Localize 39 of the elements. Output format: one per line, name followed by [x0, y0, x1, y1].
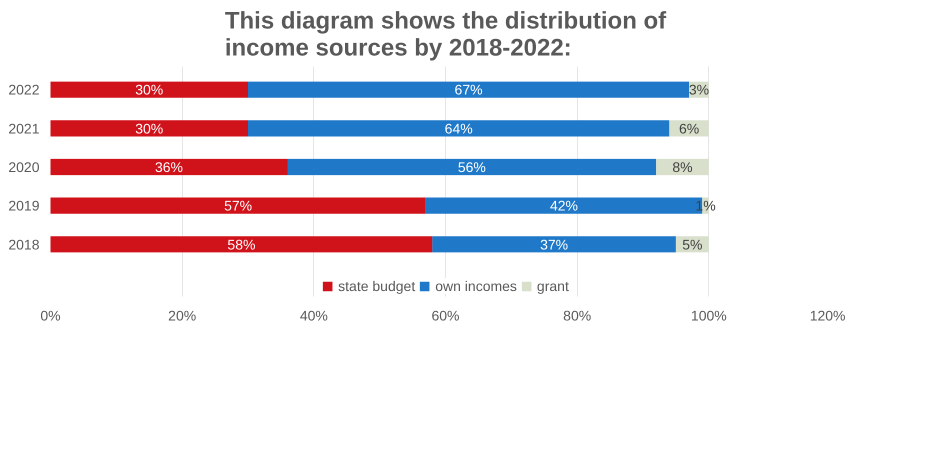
x-tick-label: 60% [431, 308, 460, 324]
data-label: 67% [454, 82, 483, 98]
y-tick-label: 2021 [8, 120, 40, 136]
bar [432, 236, 676, 252]
data-label: 64% [444, 120, 473, 136]
bar [50, 236, 432, 252]
data-label: 30% [135, 82, 164, 98]
data-label: 37% [540, 236, 568, 252]
y-tick-label: 2019 [8, 198, 40, 214]
data-label: 56% [458, 159, 486, 176]
bar [248, 82, 690, 98]
bar [50, 158, 288, 176]
y-tick-label: 2022 [8, 82, 40, 98]
data-label: 57% [224, 198, 252, 214]
bar [50, 198, 426, 214]
bar [50, 120, 248, 136]
x-tick-label: 100% [690, 308, 727, 324]
bar [50, 82, 248, 98]
x-tick-label: 120% [810, 308, 846, 324]
data-label: 36% [154, 159, 184, 176]
chart-title: This diagram shows the distribution of income sources by 2018-2022: [224, 8, 668, 62]
bar [248, 120, 670, 136]
x-tick-label: 20% [168, 308, 196, 324]
data-label: 8% [672, 159, 693, 176]
data-label: 6% [678, 120, 700, 136]
legend-label: state budget [338, 278, 416, 294]
x-tick-label: 40% [300, 308, 328, 324]
x-tick-label: 0% [40, 308, 61, 324]
legend-label: grant [536, 278, 569, 294]
data-label: 30% [135, 120, 164, 136]
y-tick-label: 2018 [8, 236, 40, 252]
data-label: 58% [227, 236, 256, 252]
legend-label: own incomes [435, 278, 517, 294]
data-label: 5% [682, 236, 702, 252]
data-label: 3% [688, 82, 710, 98]
x-tick-label: 80% [563, 308, 592, 324]
data-label: 42% [550, 198, 578, 214]
bar [288, 158, 656, 176]
y-tick-label: 2020 [8, 159, 40, 176]
